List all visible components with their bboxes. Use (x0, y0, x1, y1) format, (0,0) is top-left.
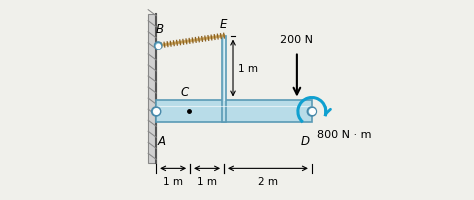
Bar (156, 101, 312, 123)
Circle shape (155, 43, 162, 50)
Bar (148, 15, 156, 164)
Text: D: D (301, 135, 310, 148)
Text: B: B (156, 23, 164, 35)
Text: 1 m: 1 m (238, 64, 258, 74)
Text: E: E (219, 18, 227, 30)
Circle shape (308, 108, 316, 116)
Text: 200 N: 200 N (281, 34, 313, 44)
Text: 2 m: 2 m (258, 176, 278, 186)
Text: A: A (157, 135, 165, 148)
Bar (222, 36, 226, 123)
Text: 1 m: 1 m (163, 176, 183, 186)
Circle shape (152, 108, 161, 116)
Text: 1 m: 1 m (197, 176, 217, 186)
Text: C: C (181, 85, 189, 98)
Text: 800 N · m: 800 N · m (317, 130, 371, 140)
Circle shape (154, 109, 159, 114)
